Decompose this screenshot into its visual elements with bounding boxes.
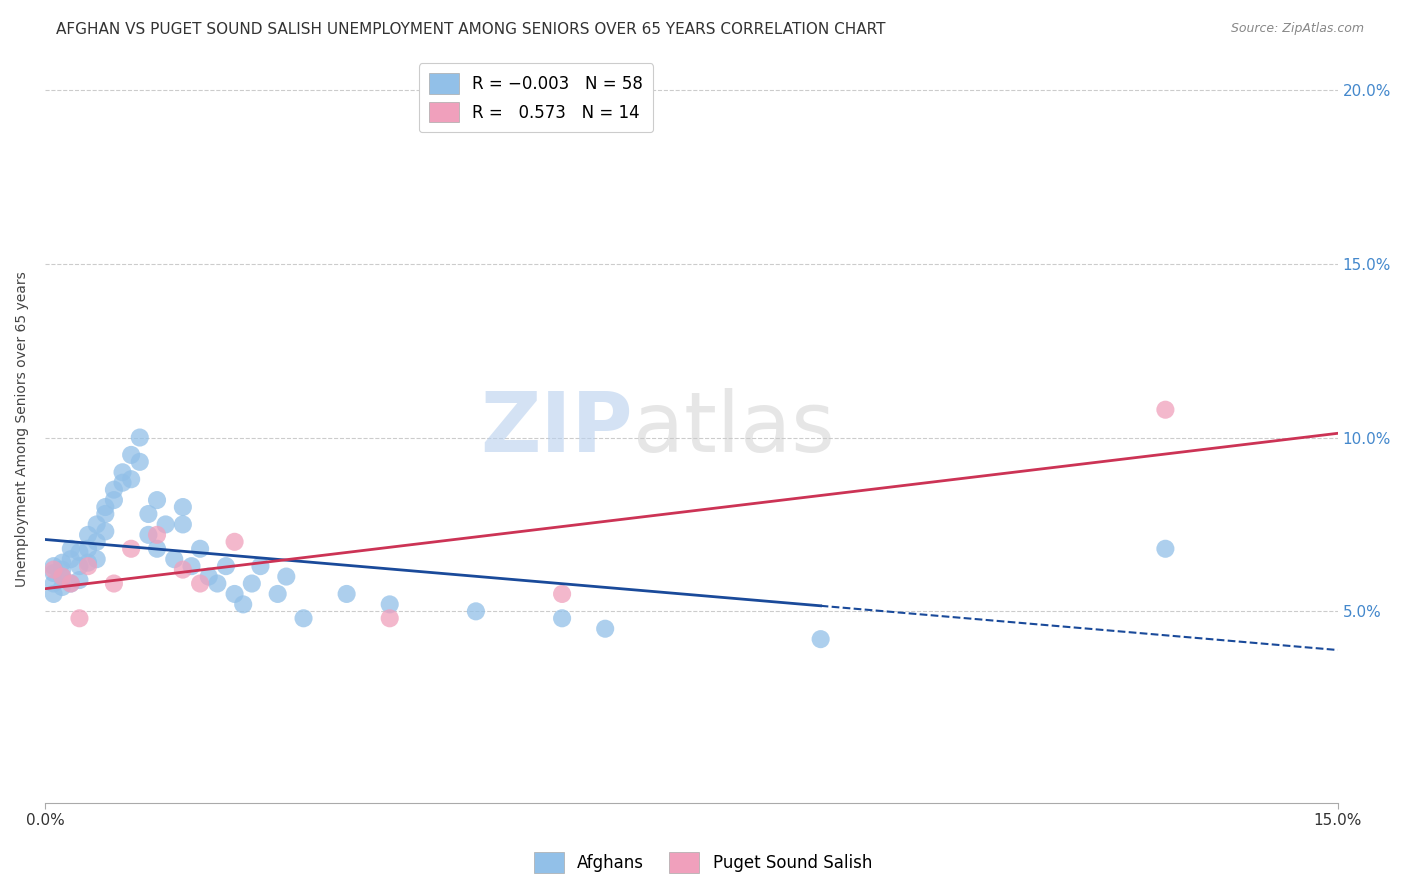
Point (111, 465, 134, 479)
Point (232, 598, 254, 612)
Point (188, 541, 211, 556)
Point (111, 475, 134, 490)
Point (59, 552, 82, 566)
Point (146, 541, 169, 556)
Point (51, 563, 73, 577)
Point (138, 507, 160, 521)
Point (188, 576, 211, 591)
Point (69, 559, 91, 574)
Point (128, 455, 150, 469)
Point (336, 587, 359, 601)
Point (146, 528, 169, 542)
Point (94, 507, 117, 521)
Text: atlas: atlas (633, 388, 835, 469)
Point (77, 528, 100, 542)
Point (551, 587, 574, 601)
Text: AFGHAN VS PUGET SOUND SALISH UNEMPLOYMENT AMONG SENIORS OVER 65 YEARS CORRELATIO: AFGHAN VS PUGET SOUND SALISH UNEMPLOYMEN… (56, 22, 886, 37)
Point (155, 517, 177, 532)
Point (207, 576, 229, 591)
Point (172, 500, 194, 514)
Point (120, 541, 142, 556)
Point (42, 563, 65, 577)
Point (103, 493, 125, 508)
Point (240, 576, 263, 591)
Point (128, 430, 150, 444)
Point (103, 483, 125, 497)
Point (120, 472, 142, 486)
Point (59, 576, 82, 591)
Point (86, 534, 108, 549)
Point (69, 573, 91, 587)
Legend: R = −0.003   N = 58, R =   0.573   N = 14: R = −0.003 N = 58, R = 0.573 N = 14 (419, 63, 654, 133)
Point (42, 566, 65, 580)
Point (42, 587, 65, 601)
Text: ZIP: ZIP (481, 388, 633, 469)
Point (1154, 541, 1177, 556)
Point (266, 587, 288, 601)
Point (86, 552, 108, 566)
Point (77, 556, 100, 570)
Point (120, 448, 142, 462)
Point (197, 569, 219, 583)
Point (103, 576, 125, 591)
Point (86, 517, 108, 532)
Point (59, 541, 82, 556)
Point (51, 569, 73, 583)
Point (172, 517, 194, 532)
Point (69, 611, 91, 625)
Point (224, 587, 246, 601)
Point (593, 622, 616, 636)
Point (51, 556, 73, 570)
Point (292, 611, 315, 625)
Point (215, 559, 238, 574)
Point (42, 576, 65, 591)
Point (146, 493, 169, 508)
Point (69, 545, 91, 559)
Legend: Afghans, Puget Sound Salish: Afghans, Puget Sound Salish (527, 846, 879, 880)
Point (1154, 402, 1177, 417)
Point (276, 569, 298, 583)
Point (249, 559, 271, 574)
Point (77, 541, 100, 556)
Y-axis label: Unemployment Among Seniors over 65 years: Unemployment Among Seniors over 65 years (15, 271, 30, 587)
Point (94, 524, 117, 539)
Point (51, 580, 73, 594)
Point (59, 576, 82, 591)
Point (163, 552, 186, 566)
Point (172, 563, 194, 577)
Point (810, 632, 832, 647)
Point (94, 500, 117, 514)
Point (378, 611, 401, 625)
Point (224, 534, 246, 549)
Point (180, 559, 202, 574)
Point (138, 528, 160, 542)
Point (551, 611, 574, 625)
Point (42, 559, 65, 574)
Point (77, 559, 100, 574)
Text: Source: ZipAtlas.com: Source: ZipAtlas.com (1230, 22, 1364, 36)
Point (464, 604, 486, 618)
Point (51, 569, 73, 583)
Point (378, 598, 401, 612)
